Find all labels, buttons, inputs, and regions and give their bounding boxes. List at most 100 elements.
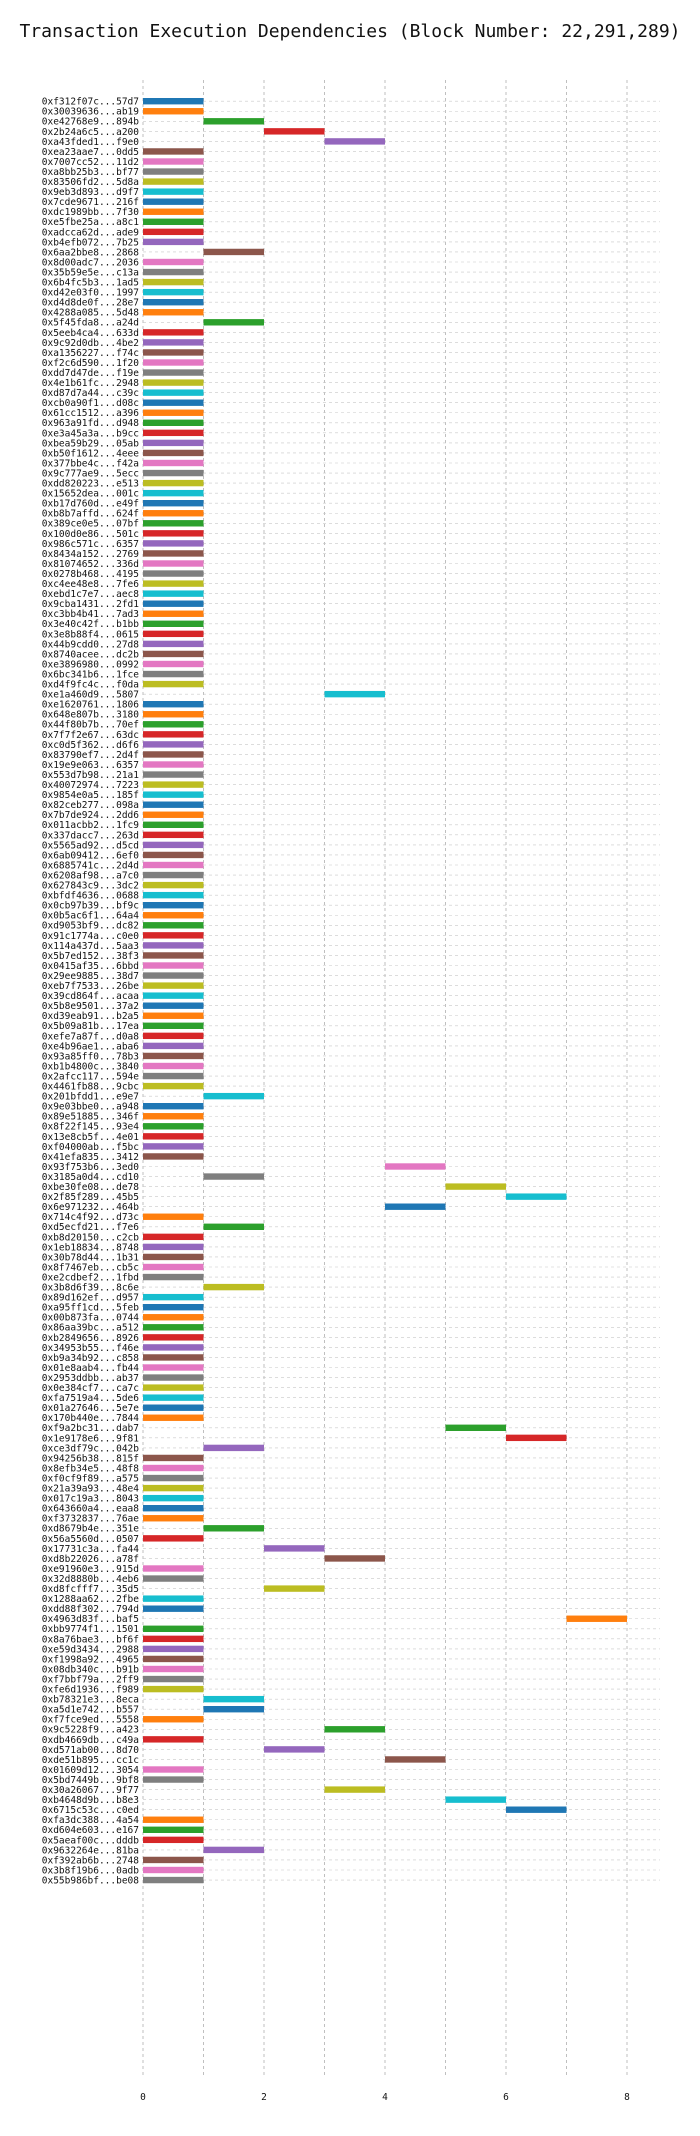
y-tick-label: 0x714c4f92...d73c [42, 1212, 139, 1223]
y-tick-label: 0x32d8880b...4eb6 [42, 1574, 140, 1585]
y-tick-label: 0x17731c3a...fa44 [42, 1544, 140, 1555]
y-tick-label: 0x0cb97b39...bf9c [42, 901, 139, 912]
grid-lines [142, 80, 660, 2078]
y-tick-label: 0x8a76bae3...bf6f [42, 1634, 139, 1645]
y-tick-label: 0x8f22f145...93e4 [42, 1122, 140, 1133]
transaction-bar [143, 1836, 204, 1844]
transaction-bar [143, 650, 204, 658]
y-tick-label: 0x5eeb4ca4...633d [42, 328, 139, 339]
transaction-bar [143, 620, 204, 627]
y-tick-label: 0xf0cf9f89...a575 [42, 1473, 139, 1484]
y-tick-label: 0x83790ef7...2d4f [42, 750, 139, 761]
y-tick-label: 0xdc1989bb...7f30 [42, 207, 140, 218]
transaction-bar [143, 851, 204, 859]
y-tick-label: 0x5565ad92...d5cd [42, 840, 139, 851]
transaction-bar [143, 1293, 204, 1301]
transaction-bar [143, 1454, 204, 1462]
y-tick-label: 0xe42768e9...894b [42, 117, 140, 128]
transaction-bar [143, 439, 204, 447]
transaction-bar [203, 1695, 264, 1703]
y-tick-label: 0xb17d760d...e49f [42, 499, 139, 510]
y-tick-label: 0x2953ddbb...ab37 [42, 1373, 139, 1384]
y-tick-label: 0x5b09a81b...17ea [42, 1021, 139, 1032]
transaction-bar [143, 1515, 204, 1522]
transaction-bar [143, 761, 204, 768]
transaction-bar [143, 168, 204, 175]
transaction-bar [143, 1826, 204, 1833]
y-tick-label: 0x55b986bf...be08 [42, 1875, 140, 1886]
transaction-bar [203, 319, 264, 326]
y-tick-label: 0xd87d7a44...c39c [42, 388, 139, 399]
transaction-bar [143, 178, 204, 185]
transaction-bar [143, 701, 204, 708]
y-tick-label: 0x9e03bbe0...a948 [42, 1102, 140, 1113]
transaction-bar [143, 98, 204, 105]
y-tick-label: 0xb9a34b92...c858 [42, 1353, 140, 1364]
transaction-bar [143, 339, 204, 346]
transaction-bar [143, 751, 204, 758]
y-tick-label: 0xb4648d9b...b8e3 [42, 1795, 139, 1806]
transaction-bar [143, 359, 204, 366]
transaction-bar [143, 1675, 204, 1683]
y-tick-label: 0x01a27646...5e7e [42, 1403, 140, 1414]
transaction-bar [143, 881, 204, 889]
transaction-bar [143, 972, 204, 979]
y-tick-label: 0xea23aae7...0dd5 [42, 147, 139, 158]
y-tick-label: 0xbfdf4636...0688 [42, 891, 140, 902]
transaction-bar [143, 530, 204, 537]
chart-title: Transaction Execution Dependencies (Bloc… [19, 21, 680, 42]
transaction-bar [143, 1736, 204, 1743]
transaction-bar [203, 1283, 264, 1291]
transaction-bar [143, 1032, 204, 1040]
y-tick-label: 0x93f753b6...3ed0 [42, 1162, 140, 1173]
y-tick-label: 0xb1b4800c...3840 [42, 1061, 140, 1072]
y-tick-label: 0x30039636...ab19 [42, 107, 140, 118]
y-tick-label: 0xde51b895...cc1c [42, 1755, 139, 1766]
y-tick-label: 0xf3732837...76ae [42, 1514, 140, 1525]
transaction-bar [143, 630, 204, 638]
y-tick-label: 0x01609d12...3054 [42, 1765, 140, 1776]
transaction-bar [143, 1364, 204, 1371]
transaction-bar [143, 1394, 204, 1401]
transaction-bar [143, 1484, 204, 1492]
transaction-bar [264, 128, 325, 135]
y-tick-label: 0x201bfdd1...e9e7 [42, 1092, 139, 1103]
y-tick-label: 0x7f7f2e67...63dc [42, 730, 139, 741]
transaction-bar [143, 1354, 204, 1361]
transaction-bar [143, 469, 204, 477]
y-tick-label: 0x7b7de924...2dd6 [42, 810, 140, 821]
transaction-bar [143, 550, 204, 557]
transaction-bar [143, 1876, 204, 1884]
transaction-bar [143, 1082, 204, 1090]
y-tick-label: 0x94256b38...815f [42, 1453, 139, 1464]
y-tick-label: 0xc3bb4b41...7ad3 [42, 609, 139, 620]
y-tick-label: 0xd571ab00...8d70 [42, 1745, 140, 1756]
transaction-bar [143, 1565, 204, 1572]
y-tick-label: 0xb50f1612...4eee [42, 448, 140, 459]
transaction-bar [143, 1022, 204, 1029]
transaction-bar [143, 158, 204, 165]
y-tick-label: 0xf9a2bc31...dab7 [42, 1423, 139, 1434]
y-tick-label: 0x39cd864f...acaa [42, 991, 139, 1002]
x-tick-label: 2 [261, 2092, 267, 2103]
y-tick-label: 0xe1a460d9...5807 [42, 690, 139, 701]
y-tick-label: 0x13e8cb5f...4e01 [42, 1132, 140, 1143]
y-tick-label: 0x91c1774a...c0e0 [42, 931, 140, 942]
transaction-bar [324, 1555, 385, 1562]
y-tick-label: 0x4e1b61fc...2948 [42, 378, 140, 389]
transaction-bar [203, 248, 264, 256]
transaction-bar [143, 590, 204, 597]
transaction-bar [143, 932, 204, 939]
transaction-bar [143, 409, 204, 416]
transaction-bar [264, 1746, 325, 1753]
y-tick-label: 0x1e9178e6...9f81 [42, 1433, 140, 1444]
y-tick-label: 0x017c19a3...8043 [42, 1494, 139, 1505]
y-tick-label: 0x01e8aab4...fb44 [42, 1363, 140, 1374]
y-tick-label: 0xd9053bf9...dc82 [42, 921, 139, 932]
transaction-bar [143, 148, 204, 155]
transaction-bar [143, 1655, 204, 1663]
y-tick-label: 0x9c92d0db...4be2 [42, 338, 139, 349]
x-tick-label: 8 [624, 2092, 630, 2103]
y-tick-label: 0x0415af35...6bbd [42, 961, 139, 972]
